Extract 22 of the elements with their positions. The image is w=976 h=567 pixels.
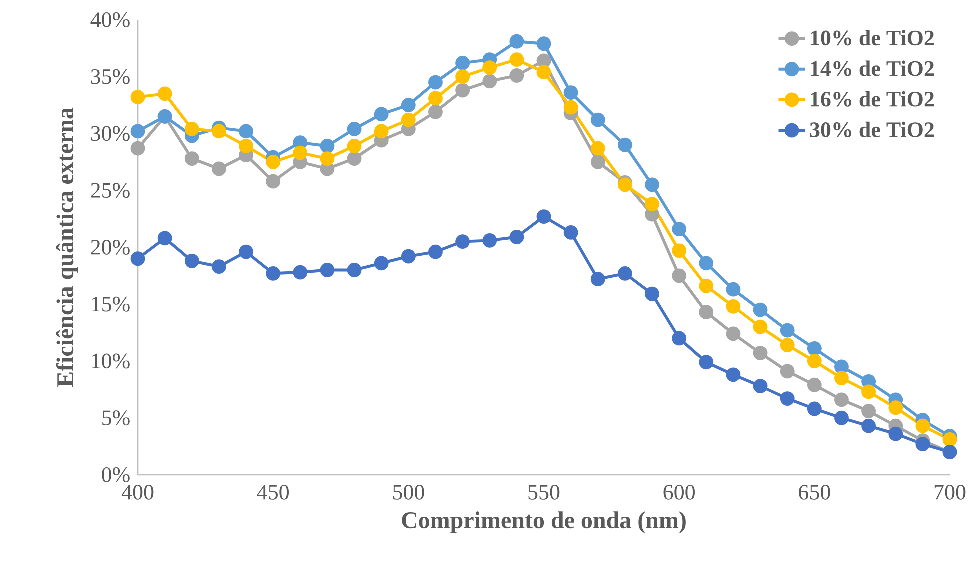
x-tick-label: 500	[393, 485, 424, 500]
y-tick-label: 5%	[102, 410, 130, 426]
x-tick-label: 400	[122, 485, 154, 500]
y-tick-label: 25%	[91, 183, 130, 198]
legend-label: 10% de TiO2	[811, 30, 934, 46]
y-tick-label: 20%	[91, 240, 130, 255]
legend-label: 30% de TiO2	[810, 122, 934, 138]
y-tick-label: 15%	[92, 296, 130, 312]
x-axis-title: Comprimento de onda (nm)	[402, 512, 686, 534]
y-tick-label: 30%	[91, 126, 130, 142]
y-axis-title: Eficiência quântica externa	[56, 108, 78, 388]
y-tick-label: 35%	[91, 69, 130, 84]
y-tick-label: 10%	[92, 354, 130, 369]
y-tick-label: 0%	[102, 468, 130, 482]
x-tick-label: 600	[664, 485, 695, 500]
x-tick-label: 700	[934, 485, 966, 500]
legend-label: 16% de TiO2	[811, 91, 934, 107]
x-tick-label: 550	[528, 485, 560, 500]
x-tick-label: 650	[799, 485, 830, 500]
legend-label: 14% de TiO2	[811, 60, 934, 76]
y-tick-label: 40%	[90, 12, 130, 28]
x-tick-label: 450	[257, 485, 289, 500]
